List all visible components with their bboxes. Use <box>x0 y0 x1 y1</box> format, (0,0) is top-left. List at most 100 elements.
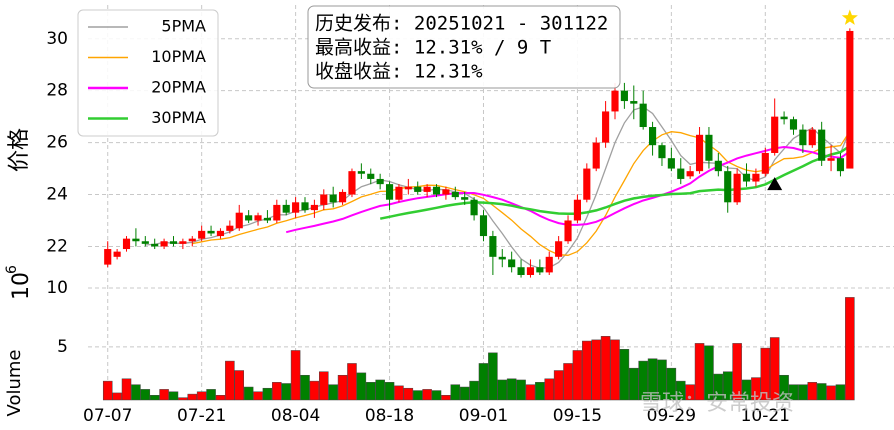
x-tick-label: 08-18 <box>365 406 414 426</box>
candle-body <box>451 191 459 198</box>
volume-bar <box>469 380 479 401</box>
candle-body <box>216 230 225 237</box>
volume-bar <box>535 382 545 401</box>
candle-body <box>245 215 253 221</box>
volume-bar <box>121 378 132 401</box>
volume-bar <box>582 340 592 401</box>
candle-body <box>686 171 694 177</box>
candle-body <box>310 204 318 211</box>
volume-bar <box>478 363 489 401</box>
candle-body <box>179 241 187 244</box>
candle-body <box>761 152 769 174</box>
ma-line <box>145 106 851 269</box>
candle-body <box>498 256 506 260</box>
x-tick-label: 07-07 <box>83 406 132 426</box>
legend-box <box>77 9 219 137</box>
volume-bar <box>610 339 620 401</box>
volume-bar <box>741 379 752 401</box>
candle-body <box>207 230 215 234</box>
ma-line <box>192 131 851 256</box>
volume-bar <box>835 384 846 401</box>
volume-bar <box>666 367 677 401</box>
candle-body <box>367 173 375 179</box>
info-line: 最高收益: 12.31% / 9 T <box>315 37 551 59</box>
volume-bar <box>488 352 498 401</box>
candle-body <box>226 225 234 231</box>
moving-averages <box>145 106 851 269</box>
marker-triangle <box>767 177 783 191</box>
candle-body <box>113 251 121 257</box>
volume-bar <box>187 393 198 401</box>
volume-bar <box>675 380 686 401</box>
volume-bar <box>365 382 376 401</box>
candle-body <box>733 173 741 203</box>
candle-body <box>301 202 309 211</box>
x-tick-label: 09-01 <box>459 406 508 426</box>
candle-body <box>564 220 572 242</box>
candle-body <box>282 204 290 213</box>
volume-bar <box>619 349 630 401</box>
candle-body <box>104 249 112 265</box>
volume-bar <box>206 389 216 401</box>
candle-body <box>517 267 525 275</box>
candle-body <box>808 129 816 146</box>
candle-body <box>545 256 553 273</box>
volume-bar <box>563 363 573 401</box>
x-tick-label: 07-21 <box>177 406 226 426</box>
volume-bar <box>516 379 526 401</box>
volume-tick-label: 5 <box>57 337 68 357</box>
volume-bar <box>657 359 667 401</box>
candle-body <box>188 238 196 242</box>
marker-star <box>841 9 858 25</box>
candle-body <box>508 259 516 268</box>
volume-bar <box>149 395 160 401</box>
candle-body <box>818 129 826 161</box>
candle-body <box>536 267 544 273</box>
candle-body <box>555 241 563 257</box>
candle-body <box>442 189 450 195</box>
volume-bar <box>685 384 695 401</box>
candle-body <box>658 145 666 159</box>
volume-bar <box>732 343 742 401</box>
candle-body <box>789 119 798 130</box>
volume-bar <box>694 343 705 401</box>
candle-body <box>602 111 610 143</box>
volume-bar <box>225 360 235 401</box>
x-tick-label: 09-15 <box>553 406 602 426</box>
volume-bar <box>300 374 310 401</box>
candle-body <box>292 202 300 213</box>
candle-body <box>836 158 845 172</box>
volume-bar <box>713 373 724 401</box>
volume-bar <box>384 382 395 401</box>
volume-bar <box>769 337 780 401</box>
volume-bar <box>375 379 385 401</box>
volume-bar <box>281 383 291 401</box>
legend-label: 20PMA <box>151 78 206 97</box>
candle-body <box>742 173 751 182</box>
candle-body <box>254 215 262 221</box>
candle-body <box>573 199 581 221</box>
volume-bar <box>572 350 583 401</box>
volume-bar <box>328 384 338 401</box>
candle-body <box>141 241 149 244</box>
candle-body <box>339 191 347 203</box>
volume-bar <box>525 384 536 401</box>
candle-body <box>263 217 271 221</box>
info-box <box>307 5 621 89</box>
volume-bar <box>337 374 348 401</box>
volume-bar <box>845 297 855 401</box>
candle-body <box>752 173 760 182</box>
legend-label: 10PMA <box>151 47 206 66</box>
volume-bar <box>140 389 151 401</box>
volume-offset-base: 10 <box>9 272 34 300</box>
candle-body <box>470 199 478 216</box>
volume-bar <box>347 363 357 401</box>
candle-body <box>771 116 779 153</box>
volume-bar <box>131 384 141 401</box>
volume-bar <box>394 385 404 401</box>
volume-bar <box>441 395 451 401</box>
candle-body <box>630 101 638 104</box>
candle-body <box>695 134 704 172</box>
volume-bar <box>553 370 564 401</box>
